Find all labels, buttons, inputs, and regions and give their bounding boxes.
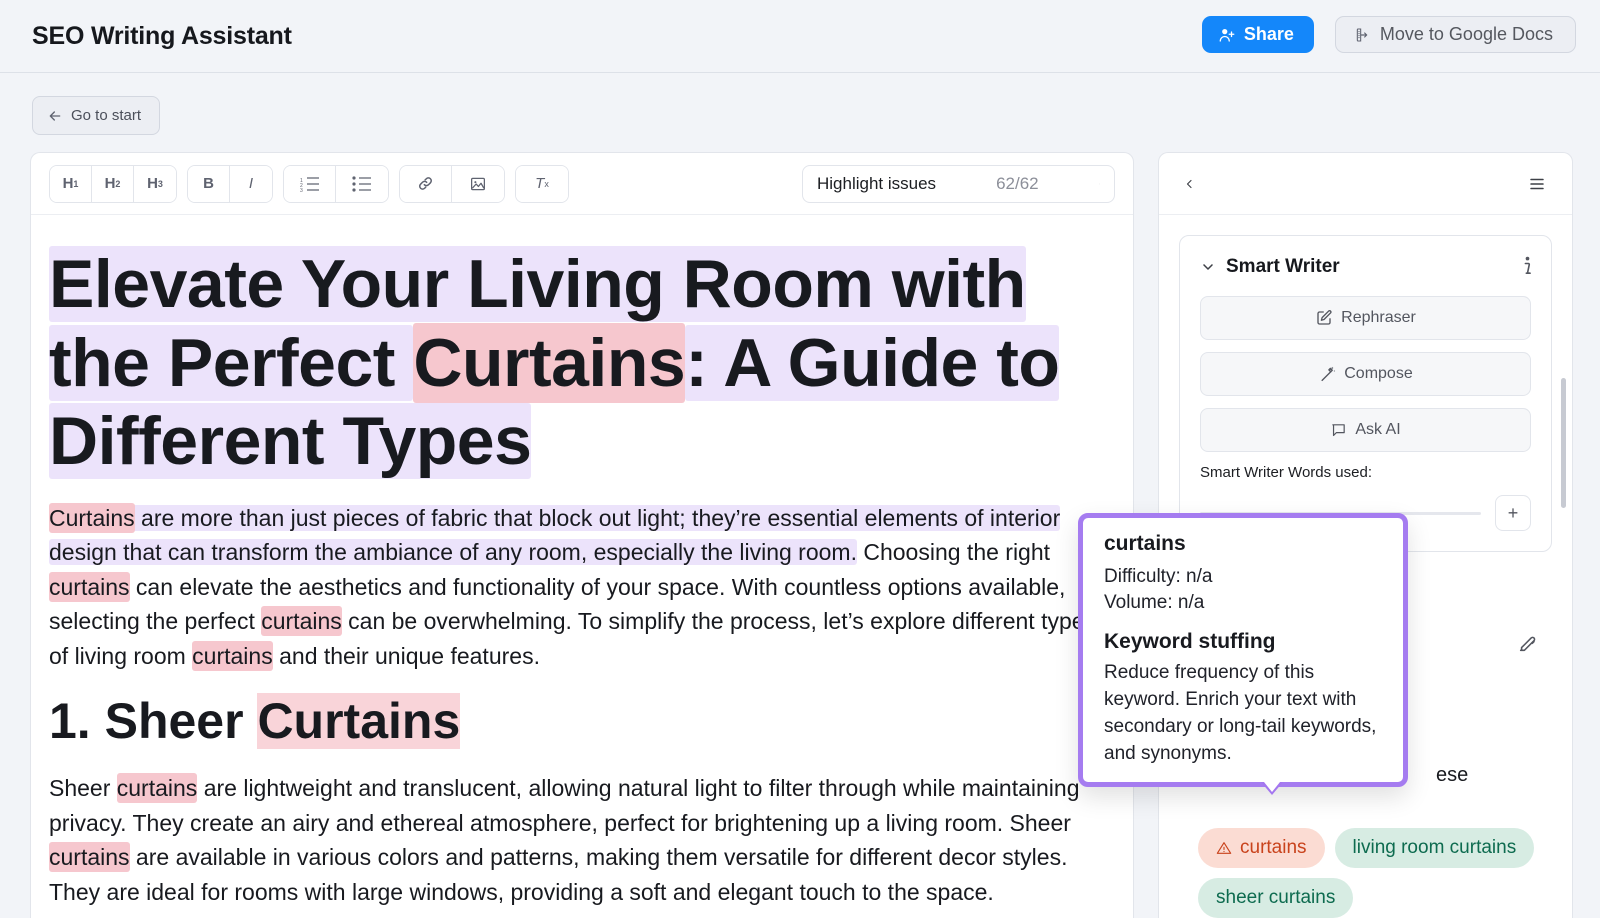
svg-text:3: 3 <box>300 188 303 192</box>
